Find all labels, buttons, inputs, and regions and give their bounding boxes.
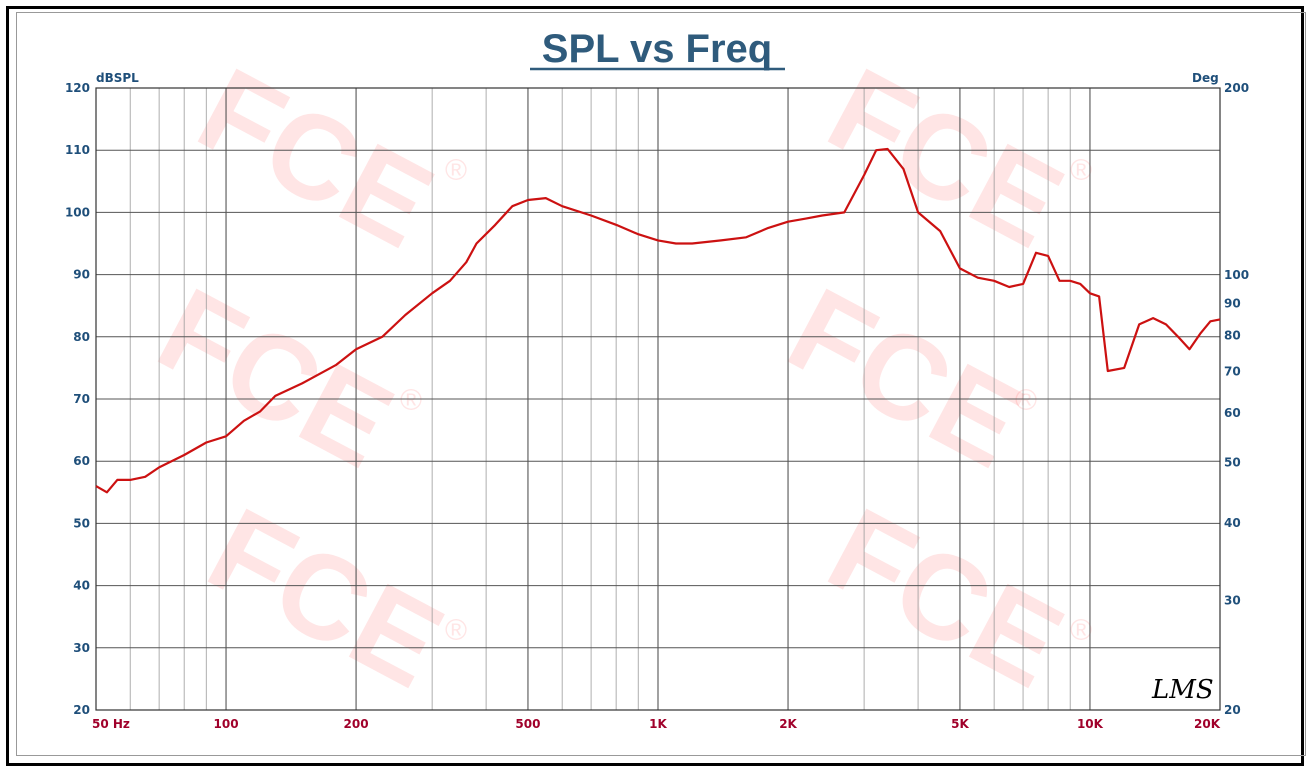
y-tick-label: 70 bbox=[73, 392, 90, 406]
x-tick-label: 50 Hz bbox=[92, 717, 130, 731]
x-tick-label: 200 bbox=[344, 717, 369, 731]
chart-inner-border bbox=[16, 12, 1306, 756]
series-line-spl bbox=[95, 147, 1221, 494]
x-tick-label: 2K bbox=[779, 717, 797, 731]
y2-tick-label: 200 bbox=[1224, 81, 1249, 95]
x-tick-label: 10K bbox=[1077, 717, 1104, 731]
svg-text:FCE: FCE bbox=[808, 42, 1083, 273]
svg-text:FCE: FCE bbox=[138, 262, 413, 493]
y2-tick-label: 80 bbox=[1224, 329, 1241, 343]
y2-tick-label: 20 bbox=[1224, 703, 1241, 717]
y-tick-label: 100 bbox=[65, 205, 90, 219]
chart-frame bbox=[6, 6, 1304, 766]
y2-tick-labels: 20 30 40 50 60 70 80 90 100 200 bbox=[1224, 81, 1249, 717]
x-tick-label: 500 bbox=[515, 717, 540, 731]
y2-tick-label: 30 bbox=[1224, 593, 1241, 607]
y-tick-label: 40 bbox=[73, 579, 90, 593]
svg-text:FCE: FCE bbox=[178, 42, 453, 273]
y2-tick-label: 60 bbox=[1224, 406, 1241, 420]
y-tick-label: 120 bbox=[65, 81, 90, 95]
svg-text:FCE: FCE bbox=[188, 482, 463, 713]
y-tick-labels: 20 30 40 50 60 70 80 90 100 110 120 bbox=[65, 81, 90, 717]
y2-axis-label: Deg bbox=[1192, 71, 1219, 85]
x-tick-label: 20K bbox=[1194, 717, 1221, 731]
x-tick-label: 5K bbox=[951, 717, 969, 731]
y2-tick-label: 100 bbox=[1224, 268, 1249, 282]
y2-tick-label: 50 bbox=[1224, 455, 1241, 469]
y-tick-label: 90 bbox=[73, 268, 90, 282]
x-tick-labels: 50 Hz 100 200 500 1K 2K 5K 10K 20K bbox=[92, 717, 1221, 731]
lms-signature: LMS bbox=[1151, 675, 1214, 705]
y-tick-label: 80 bbox=[73, 330, 90, 344]
y-tick-label: 60 bbox=[73, 454, 90, 468]
svg-text:®: ® bbox=[1070, 154, 1092, 187]
y-tick-label: 50 bbox=[73, 516, 90, 530]
y-tick-label: 20 bbox=[73, 703, 90, 717]
chart-title: SPL vs Freq bbox=[542, 27, 772, 71]
y2-tick-label: 90 bbox=[1224, 297, 1241, 311]
y-tick-label: 110 bbox=[65, 143, 90, 157]
plot-border bbox=[95, 87, 1221, 711]
y-tick-label: 30 bbox=[73, 641, 90, 655]
svg-text:®: ® bbox=[1070, 614, 1092, 647]
svg-text:®: ® bbox=[445, 614, 467, 647]
grid bbox=[96, 88, 1220, 710]
watermark: FCE ® FCE ® FCE ® FCE ® FCE ® FCE ® bbox=[138, 42, 1092, 713]
x-tick-label: 100 bbox=[214, 717, 239, 731]
x-tick-label: 1K bbox=[649, 717, 667, 731]
svg-text:®: ® bbox=[400, 384, 422, 417]
svg-text:®: ® bbox=[445, 154, 467, 187]
svg-text:FCE: FCE bbox=[768, 262, 1043, 493]
svg-text:®: ® bbox=[1015, 384, 1037, 417]
y2-tick-label: 70 bbox=[1224, 365, 1241, 379]
svg-text:FCE: FCE bbox=[808, 482, 1083, 713]
y2-tick-label: 40 bbox=[1224, 516, 1241, 530]
y-axis-label: dBSPL bbox=[96, 71, 139, 85]
